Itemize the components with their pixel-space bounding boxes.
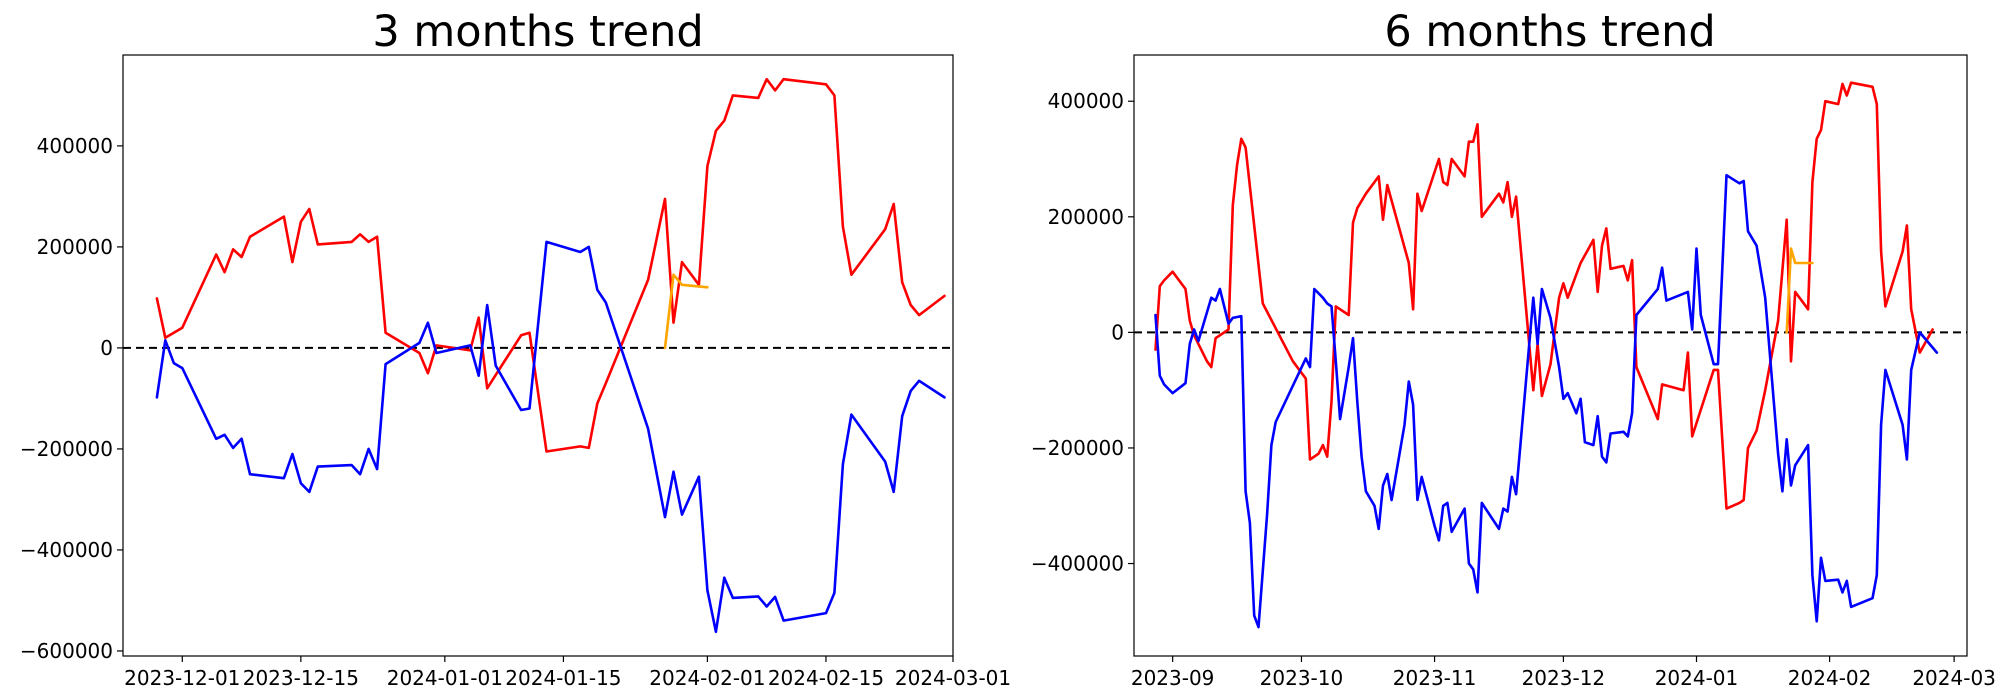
x-tick-label: 2023-12-01 [124,666,240,690]
y-tick-label: 0 [1111,320,1124,344]
x-tick-label: 2024-03 [1912,666,1996,690]
y-tick-label: 200000 [37,235,113,259]
y-tick-label: 200000 [1048,205,1124,229]
series-line-orange [663,273,709,350]
x-tick-label: 2024-01-15 [505,666,621,690]
x-tick-label: 2024-02 [1788,666,1872,690]
x-tick-label: 2023-11 [1393,666,1477,690]
x-tick-label: 2024-01-01 [387,666,503,690]
chart-3-months: 3 months trend 2023-12-01 2023-12-15 2024-… [20,7,1011,690]
y-tick-label: −400000 [1031,552,1124,576]
plot-area-frame [1133,54,1968,657]
y-tick-label: −600000 [20,639,113,663]
series-line-blue [155,240,946,634]
series-line-red [155,77,946,453]
series-line-orange [1785,247,1814,334]
x-tick-label: 2024-01 [1655,666,1739,690]
y-tick-label: −400000 [20,538,113,562]
y-tick-label: 400000 [37,134,113,158]
y-tick-label: 0 [100,336,113,360]
chart-title: 6 months trend [1384,7,1715,57]
y-tick-label: −200000 [20,437,113,461]
x-tick-label: 2023-10 [1260,666,1344,690]
series-line-blue [1154,173,1939,629]
x-tick-label: 2024-02-15 [768,666,884,690]
plot-area-frame [122,54,954,657]
y-tick-label: −200000 [1031,436,1124,460]
x-tick-label: 2023-12-15 [243,666,359,690]
y-tick-label: 400000 [1048,89,1124,113]
x-tick-label: 2024-03-01 [895,666,1011,690]
x-tick-label: 2024-02-01 [649,666,765,690]
chart-6-months: 6 months trend 2023-09 2023-10 2023-11 2023… [1031,7,1996,690]
series-line-red [1154,81,1934,510]
chart-title: 3 months trend [372,7,703,57]
x-tick-label: 2023-12 [1522,666,1606,690]
x-tick-label: 2023-09 [1131,666,1215,690]
